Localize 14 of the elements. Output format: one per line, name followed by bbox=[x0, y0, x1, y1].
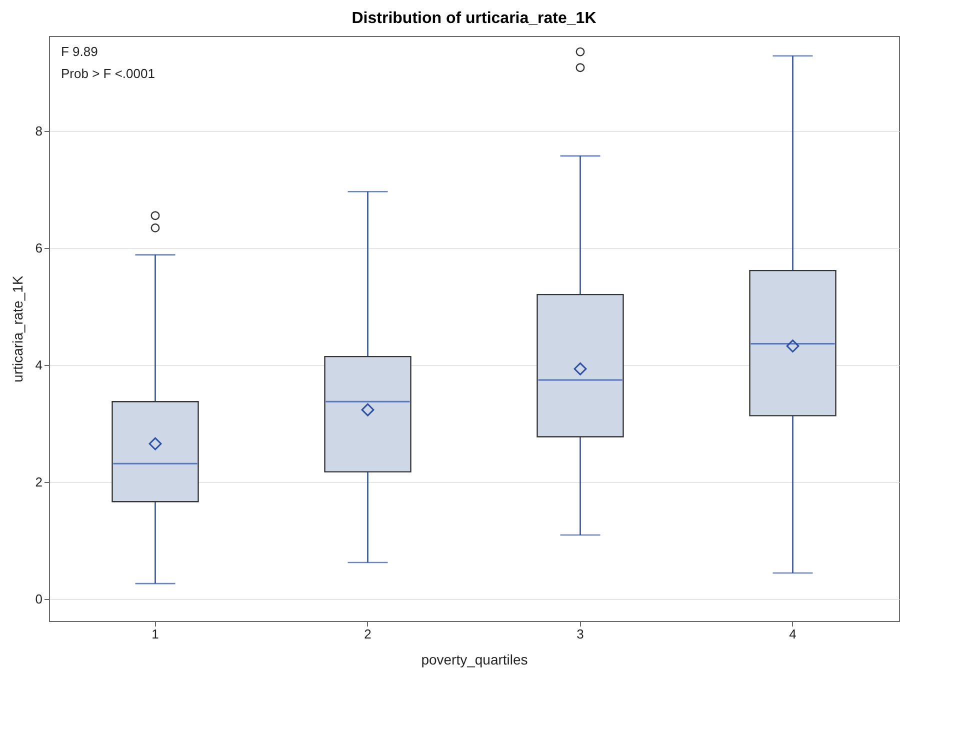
chart-title: Distribution of urticaria_rate_1K bbox=[352, 10, 597, 27]
x-tick-label: 1 bbox=[152, 626, 159, 642]
x-tick-label: 4 bbox=[789, 626, 796, 642]
annotation: Prob > F <.0001 bbox=[61, 66, 155, 81]
x-axis-title: poverty_quartiles bbox=[421, 652, 528, 668]
y-tick-label: 4 bbox=[35, 357, 42, 372]
annotation: F 9.89 bbox=[61, 44, 98, 59]
y-tick-label: 6 bbox=[35, 240, 42, 256]
y-axis-title: urticaria_rate_1K bbox=[9, 275, 26, 382]
y-tick-label: 8 bbox=[35, 123, 42, 138]
y-tick-label: 0 bbox=[35, 591, 42, 606]
y-tick-label: 2 bbox=[35, 474, 42, 490]
x-tick-label: 2 bbox=[364, 626, 372, 642]
x-tick-label: 3 bbox=[576, 626, 584, 642]
